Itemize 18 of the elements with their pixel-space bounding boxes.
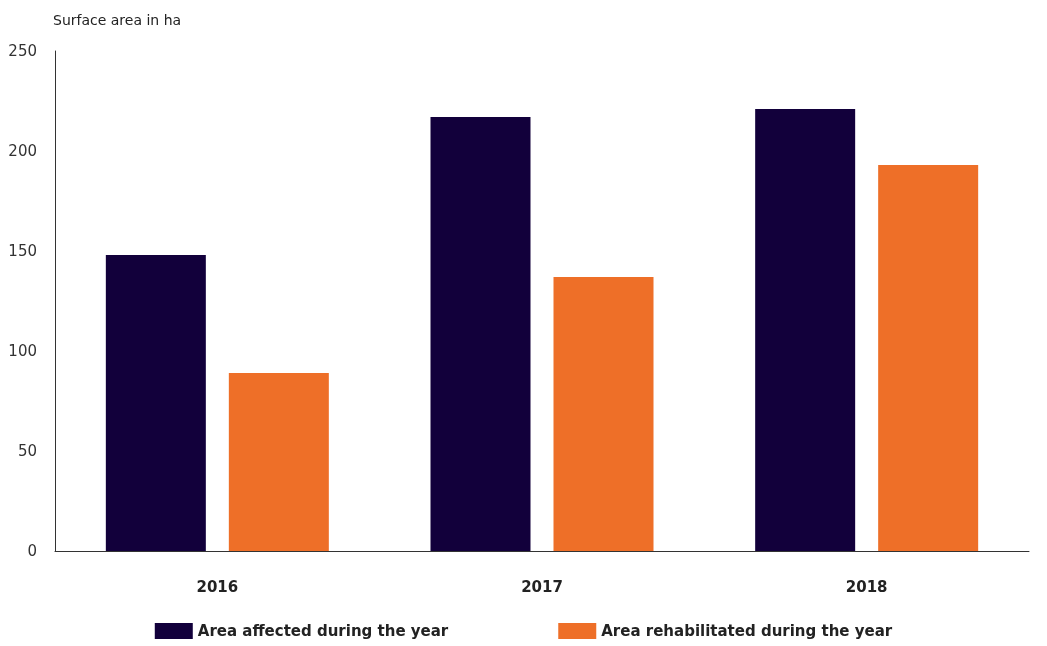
bar [228,373,329,551]
bar [755,109,856,551]
y-tick-label: 50 [17,442,37,460]
x-tick-label: 2018 [845,577,888,596]
x-tick-label: 2017 [521,577,563,596]
bar [878,165,979,551]
y-tick-label: 150 [8,242,37,260]
legend-label: Area rehabilitated during the year [601,622,893,640]
y-tick-label: 200 [8,142,37,160]
bar [553,277,654,551]
bar [430,117,531,551]
y-tick-label: 0 [27,542,37,560]
bar [105,255,206,551]
y-axis-title: Surface area in ha [53,12,182,28]
x-tick-label: 2016 [196,577,239,596]
legend-label: Area affected during the year [197,622,449,640]
y-tick-label: 250 [8,42,37,60]
y-tick-label: 100 [8,342,37,360]
